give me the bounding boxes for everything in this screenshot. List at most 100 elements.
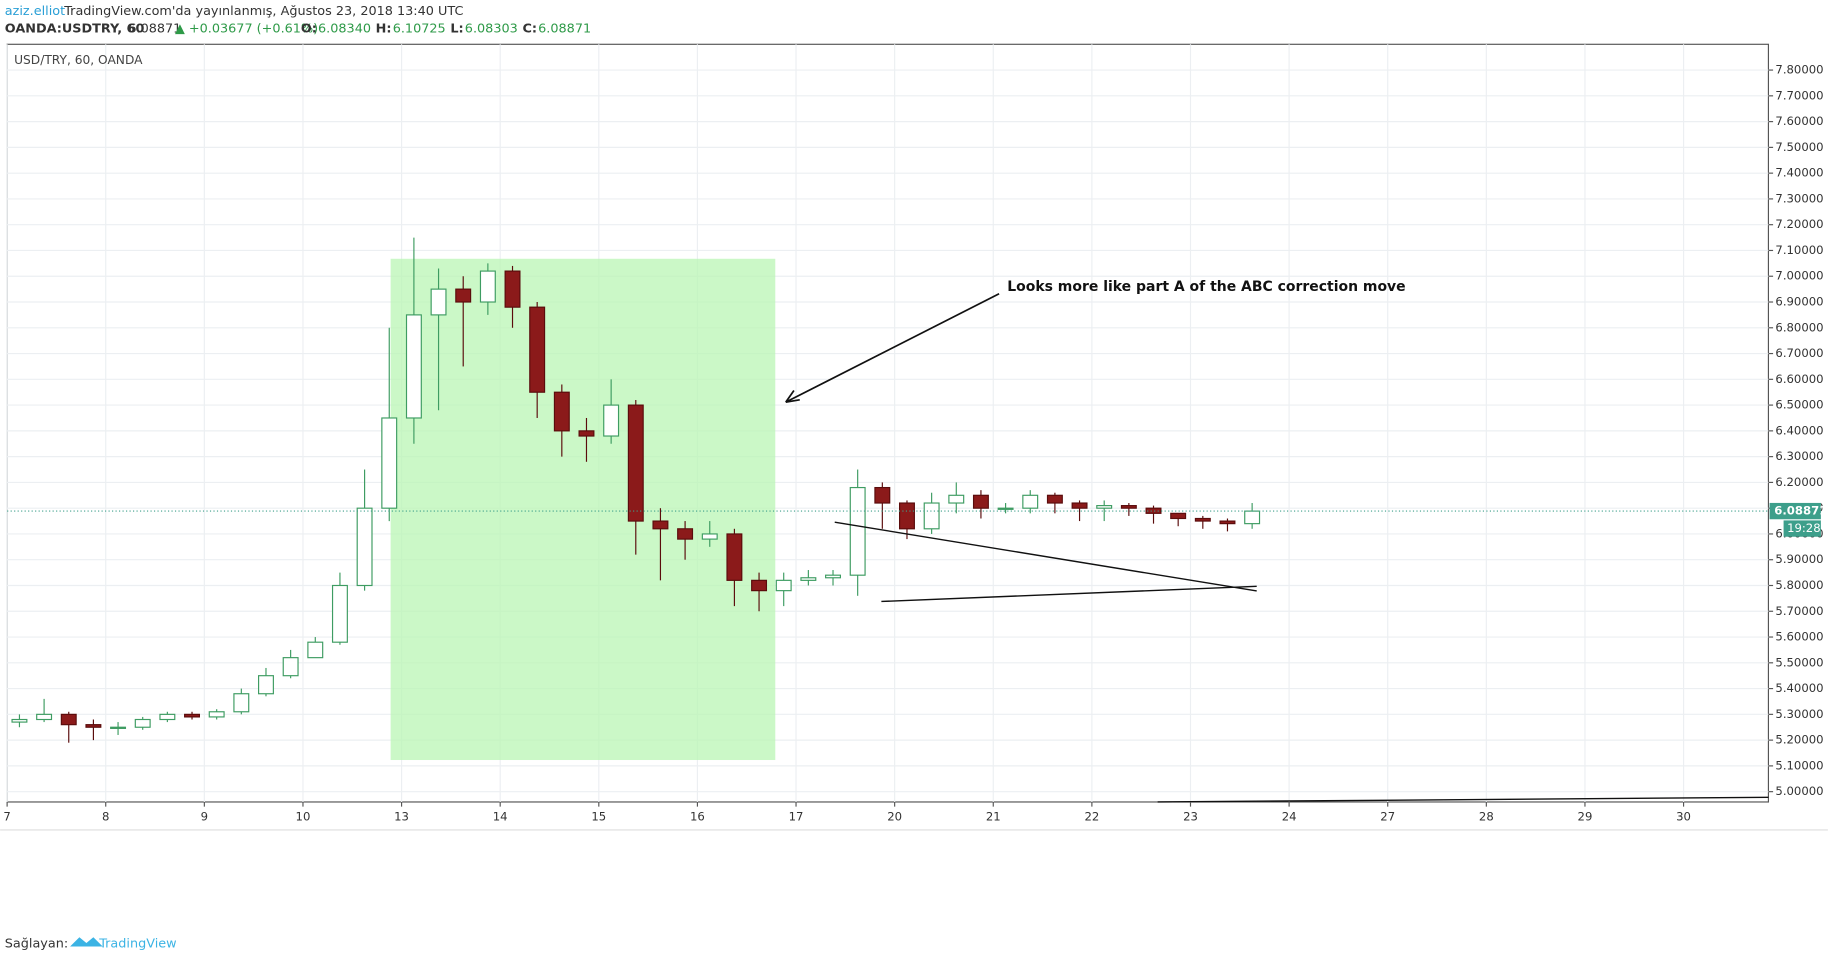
last-price: 6.08871 xyxy=(128,22,181,37)
x-tick-label: 20 xyxy=(887,810,902,824)
y-tick-label: 5.20000 xyxy=(1775,733,1823,747)
candle-body xyxy=(60,713,77,726)
y-tick-label: 7.40000 xyxy=(1775,166,1823,180)
candle-body xyxy=(258,675,274,695)
trend-line xyxy=(881,585,1257,603)
candle-body xyxy=(11,718,28,723)
y-tick-label: 5.00000 xyxy=(1775,784,1823,798)
candle-body xyxy=(1244,510,1261,525)
brand-logo[interactable] xyxy=(70,937,103,947)
x-tick-label: 7 xyxy=(3,810,10,824)
candle-body xyxy=(430,288,447,316)
y-tick-label: 6.40000 xyxy=(1775,423,1823,437)
candle-body xyxy=(233,693,250,713)
x-tick-label: 15 xyxy=(591,810,606,824)
candle-body xyxy=(652,520,669,530)
candle-body xyxy=(85,724,102,728)
y-tick-label: 7.30000 xyxy=(1775,191,1823,205)
candle-body xyxy=(775,579,792,592)
y-tick-label: 7.80000 xyxy=(1775,63,1823,77)
change: ▲ +0.03677 (+0.61%) xyxy=(175,22,318,37)
candle-body xyxy=(1046,494,1063,504)
ohlc-key: O: xyxy=(301,22,317,37)
x-tick-label: 23 xyxy=(1183,810,1198,824)
ohlc-value: 6.08871 xyxy=(538,22,591,37)
candle-body xyxy=(1194,517,1211,522)
candle-body xyxy=(1145,507,1162,514)
candle-body xyxy=(529,306,546,393)
y-tick-label: 5.60000 xyxy=(1775,630,1823,644)
candle-body xyxy=(1170,512,1187,520)
candle-body xyxy=(504,270,521,308)
trend-line xyxy=(834,521,1257,592)
x-tick-label: 27 xyxy=(1380,810,1395,824)
y-tick-label: 5.10000 xyxy=(1775,758,1823,772)
candle-body xyxy=(110,726,127,729)
candle-body xyxy=(603,404,620,437)
y-tick-label: 6.60000 xyxy=(1775,372,1823,386)
price-tag-label: 6.08871 xyxy=(1774,504,1827,518)
ohlc-value: 6.10725 xyxy=(393,22,446,37)
candle-body xyxy=(36,713,53,721)
grid xyxy=(6,44,1769,802)
candle-body xyxy=(997,507,1014,510)
x-tick-label: 21 xyxy=(986,810,1001,824)
candle-body xyxy=(134,718,151,728)
candle-body xyxy=(800,577,817,581)
candle-body xyxy=(1071,502,1088,509)
candle-body xyxy=(578,430,595,437)
candle-body xyxy=(627,404,644,522)
x-tick-label: 9 xyxy=(201,810,208,824)
y-tick-label: 5.90000 xyxy=(1775,552,1823,566)
countdown-tag xyxy=(1783,520,1821,537)
y-tick-label: 6.80000 xyxy=(1775,320,1823,334)
candle-body xyxy=(677,528,694,540)
y-tick-label: 6.30000 xyxy=(1775,449,1823,463)
candle-body xyxy=(282,657,299,677)
y-tick-label: 6.70000 xyxy=(1775,346,1823,360)
y-tick-label: 5.80000 xyxy=(1775,578,1823,592)
candle-body xyxy=(479,270,496,303)
x-tick-label: 8 xyxy=(102,810,109,824)
candles xyxy=(11,237,1261,743)
brand[interactable]: TradingView xyxy=(98,937,176,952)
y-tick-label: 7.00000 xyxy=(1775,269,1823,283)
y-tick-label: 5.30000 xyxy=(1775,707,1823,721)
x-tick-label: 24 xyxy=(1282,810,1297,824)
y-tick-label: 7.70000 xyxy=(1775,88,1823,102)
y-tick-label: 6.20000 xyxy=(1775,475,1823,489)
x-tick-label: 10 xyxy=(296,810,311,824)
y-tick-label: 7.20000 xyxy=(1775,217,1823,231)
author[interactable]: aziz.elliot xyxy=(5,4,65,19)
candle-body xyxy=(701,533,718,540)
candle-body xyxy=(726,533,743,581)
x-tick-label: 28 xyxy=(1479,810,1494,824)
y-tick-label: 7.10000 xyxy=(1775,243,1823,257)
y-tick-label: 7.50000 xyxy=(1775,140,1823,154)
x-tick-label: 22 xyxy=(1084,810,1099,824)
y-tick-label: 6.90000 xyxy=(1775,295,1823,309)
ohlc-key: H: xyxy=(376,22,392,37)
highlight-box xyxy=(390,258,776,761)
y-tick-label: 5.50000 xyxy=(1775,655,1823,669)
arrow xyxy=(785,292,1000,403)
symbol: OANDA:USDTRY, 60 xyxy=(5,22,145,37)
candle-body xyxy=(1096,505,1113,509)
x-tick-label: 30 xyxy=(1676,810,1691,824)
ohlc: O: 6.08340 H: 6.10725 L: 6.08303 C: 6.08871 xyxy=(301,22,591,37)
candle-body xyxy=(1022,494,1039,509)
candle-body xyxy=(751,579,768,592)
candle-body xyxy=(948,494,965,504)
published: TradingView.com'da yayınlanmış, Ağustos … xyxy=(63,4,463,19)
candle-body xyxy=(1120,505,1137,509)
ohlc-key: C: xyxy=(522,22,537,37)
candle-body xyxy=(898,502,915,530)
annotation: Looks more like part A of the ABC correc… xyxy=(1007,279,1405,295)
candle-body xyxy=(356,507,373,587)
candle-body xyxy=(208,711,225,718)
countdown-label: 19:28 xyxy=(1787,521,1821,535)
ohlc-value: 6.08303 xyxy=(465,22,518,37)
candle-body xyxy=(331,584,348,643)
candle-body xyxy=(307,641,324,659)
